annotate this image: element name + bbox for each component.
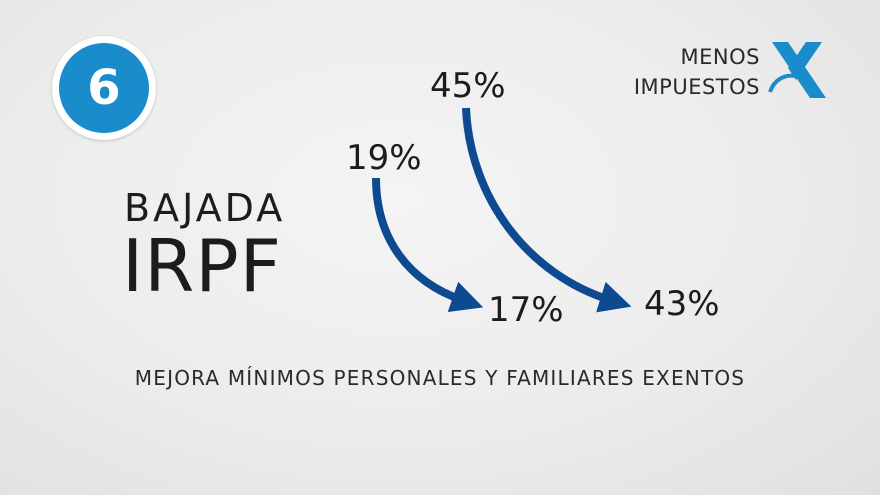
step-number: 6 (59, 43, 149, 133)
rate-first-to: 17% (488, 290, 564, 330)
brand-line-1: MENOS (680, 45, 760, 69)
arrow-first-icon (372, 177, 484, 312)
rate-second-to: 43% (644, 284, 720, 324)
title-line-2: IRPF (122, 224, 283, 308)
tax-agency-logo-icon (768, 42, 826, 98)
rate-second-from: 45% (430, 66, 506, 106)
step-badge: 6 (52, 36, 156, 140)
brand-line-2: IMPUESTOS (633, 75, 760, 99)
brand-text: MENOS IMPUESTOS (634, 42, 760, 102)
title-line-1: BAJADA (124, 186, 286, 230)
subtitle: MEJORA MÍNIMOS PERSONALES Y FAMILIARES E… (134, 366, 746, 390)
rate-first-from: 19% (346, 138, 422, 178)
arrow-second-icon (462, 107, 632, 313)
